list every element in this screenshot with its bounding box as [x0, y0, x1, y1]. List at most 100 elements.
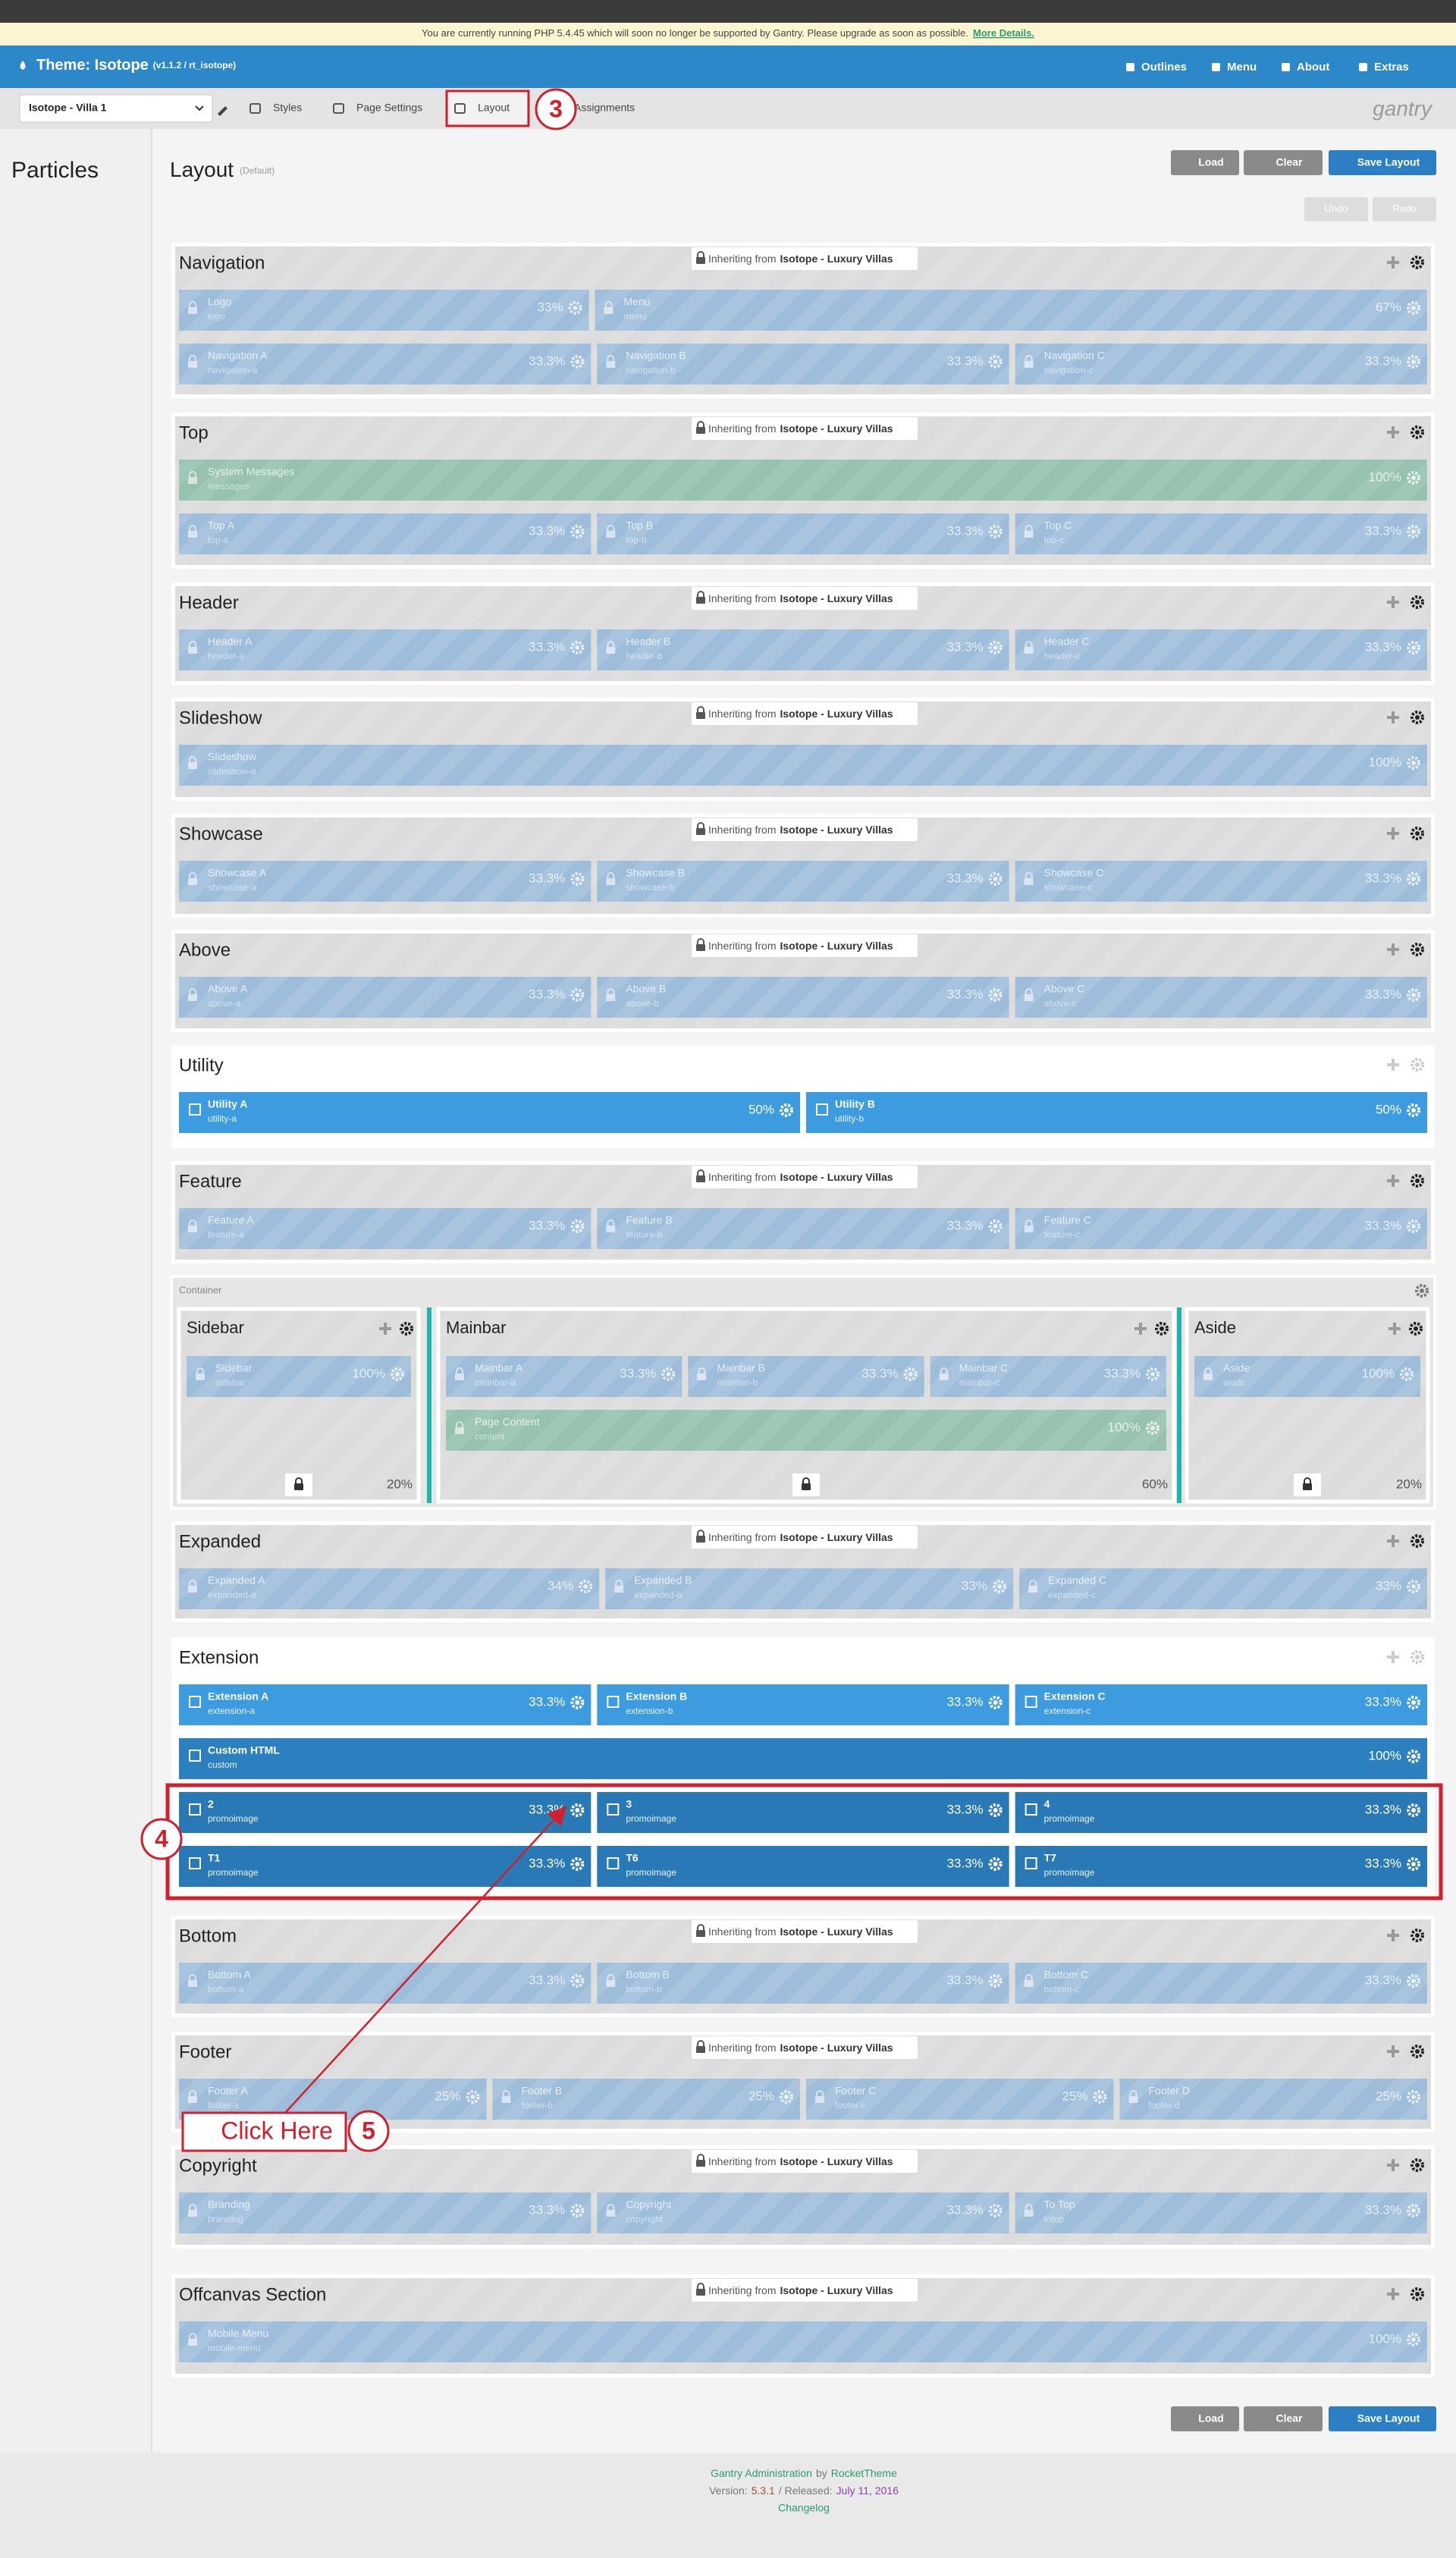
nav-item[interactable]: Outlines [1141, 61, 1187, 74]
gear-icon-hub [908, 1372, 913, 1376]
block-title: Extension B [626, 1690, 687, 1703]
button[interactable] [1171, 2406, 1239, 2431]
button[interactable] [1244, 2406, 1323, 2431]
block-title: Above C [1044, 983, 1085, 995]
block-id: slideshow-a [208, 766, 256, 777]
button[interactable] [1171, 150, 1239, 175]
button-label[interactable]: Load [1198, 156, 1223, 168]
gear-icon [988, 1219, 1003, 1233]
block-size: 33.3% [946, 2202, 983, 2217]
lock-shackle [697, 2283, 704, 2289]
nav-item[interactable]: Extras [1374, 61, 1409, 74]
column-divider [1177, 1307, 1181, 1503]
lock-body [696, 944, 705, 951]
lock-body [606, 647, 616, 654]
toolbar [0, 88, 1456, 129]
gear-icon [1407, 988, 1420, 1002]
button-label[interactable]: Clear [1276, 156, 1303, 168]
button[interactable] [1244, 150, 1323, 175]
block-title: To Top [1044, 2199, 1075, 2211]
lock-shackle [1025, 872, 1033, 878]
button-label[interactable]: Save Layout [1357, 2412, 1420, 2425]
footer-admin[interactable]: Gantry Administration [711, 2467, 812, 2479]
button[interactable] [1329, 150, 1436, 175]
nav-item[interactable]: Menu [1227, 61, 1257, 74]
section-name: Offcanvas Section [179, 2284, 326, 2305]
outline-select-text[interactable]: Isotope - Villa 1 [29, 102, 107, 114]
particle-block[interactable] [179, 1092, 800, 1133]
history-button[interactable] [1304, 197, 1368, 221]
block-icon [1025, 1696, 1037, 1708]
inherit-text: Inheriting from Isotope - Luxury Villas [708, 2155, 893, 2167]
inherit-label: Inheriting from [708, 1171, 776, 1183]
inherit-text: Inheriting from Isotope - Luxury Villas [708, 592, 893, 604]
plus-icon [1387, 711, 1399, 723]
release-date: July 11, 2016 [836, 2484, 899, 2497]
block-size: 33.3% [946, 353, 983, 368]
lock-body [696, 2289, 705, 2296]
particle-block[interactable] [597, 1684, 1009, 1725]
block-size: 100% [1108, 1420, 1141, 1434]
column-name: Aside [1194, 1318, 1236, 1337]
particle-block[interactable] [597, 1792, 1009, 1833]
inherit-text: Inheriting from Isotope - Luxury Villas [708, 422, 893, 435]
block-id: navigation-a [208, 365, 258, 375]
block-title: Custom HTML [208, 1744, 280, 1756]
button[interactable] [1329, 2406, 1436, 2431]
nav-item[interactable]: About [1297, 61, 1329, 74]
button-label[interactable]: Clear [1276, 2412, 1303, 2425]
block-stripes [179, 861, 592, 902]
gear-icon [1407, 1974, 1420, 1988]
notice-link[interactable]: More Details. [973, 27, 1034, 39]
changelog-link[interactable]: Changelog [778, 2502, 830, 2514]
lock-body [696, 257, 705, 264]
history-label[interactable]: Undo [1324, 202, 1348, 214]
button-label[interactable]: Load [1198, 2412, 1223, 2425]
footer-company[interactable]: RocketTheme [831, 2467, 897, 2479]
particle-block[interactable] [806, 1092, 1427, 1133]
lock-body [696, 1175, 705, 1182]
block-stripes [597, 2192, 1009, 2233]
gear-icon-hub [1411, 1108, 1416, 1113]
block-title: Footer C [835, 2085, 876, 2097]
gear-icon [988, 525, 1003, 538]
history-button[interactable] [1373, 197, 1436, 221]
tab[interactable]: Page Settings [356, 102, 422, 114]
inherit-source: Isotope - Luxury Villas [780, 592, 893, 604]
block-title: Bottom B [626, 1969, 670, 1981]
gear-icon [1410, 1174, 1424, 1188]
block-title: Sidebar [215, 1362, 253, 1374]
particle-block[interactable] [179, 1684, 592, 1725]
gear-icon [1407, 872, 1420, 886]
lock-body [455, 1373, 464, 1380]
block-id: navigation-c [1044, 365, 1094, 375]
particle-block[interactable] [179, 1738, 1427, 1779]
container-label: Container [179, 1284, 222, 1295]
particle-block[interactable] [1015, 1792, 1427, 1833]
click-box [181, 2111, 347, 2152]
particle-block[interactable] [179, 1792, 592, 1833]
particle-block[interactable] [597, 1846, 1009, 1887]
lock-shackle [1025, 988, 1033, 994]
lock-shackle [607, 1219, 615, 1226]
button-label[interactable]: Save Layout [1357, 156, 1420, 168]
tab[interactable]: Layout [478, 102, 510, 114]
history-label[interactable]: Redo [1392, 202, 1416, 214]
top-strip [0, 0, 1456, 23]
sidebar-title: Particles [11, 158, 99, 183]
tab[interactable]: Styles [273, 102, 302, 114]
particle-block[interactable] [1015, 1846, 1427, 1887]
particle-block[interactable] [1015, 1684, 1427, 1725]
block-title: Expanded A [208, 1574, 265, 1587]
inherit-source: Isotope - Luxury Villas [780, 422, 893, 435]
particle-block[interactable] [179, 1846, 592, 1887]
block-title: Top C [1044, 519, 1072, 532]
tab[interactable]: Assignments [574, 102, 635, 114]
inherit-badge [692, 2150, 918, 2173]
lock-body [188, 2210, 197, 2217]
lock-shackle [697, 591, 704, 597]
block-stripes [1019, 1568, 1427, 1609]
outline-select[interactable] [19, 94, 213, 123]
plus-icon [1387, 1059, 1399, 1071]
section-name: Expanded [179, 1531, 261, 1552]
